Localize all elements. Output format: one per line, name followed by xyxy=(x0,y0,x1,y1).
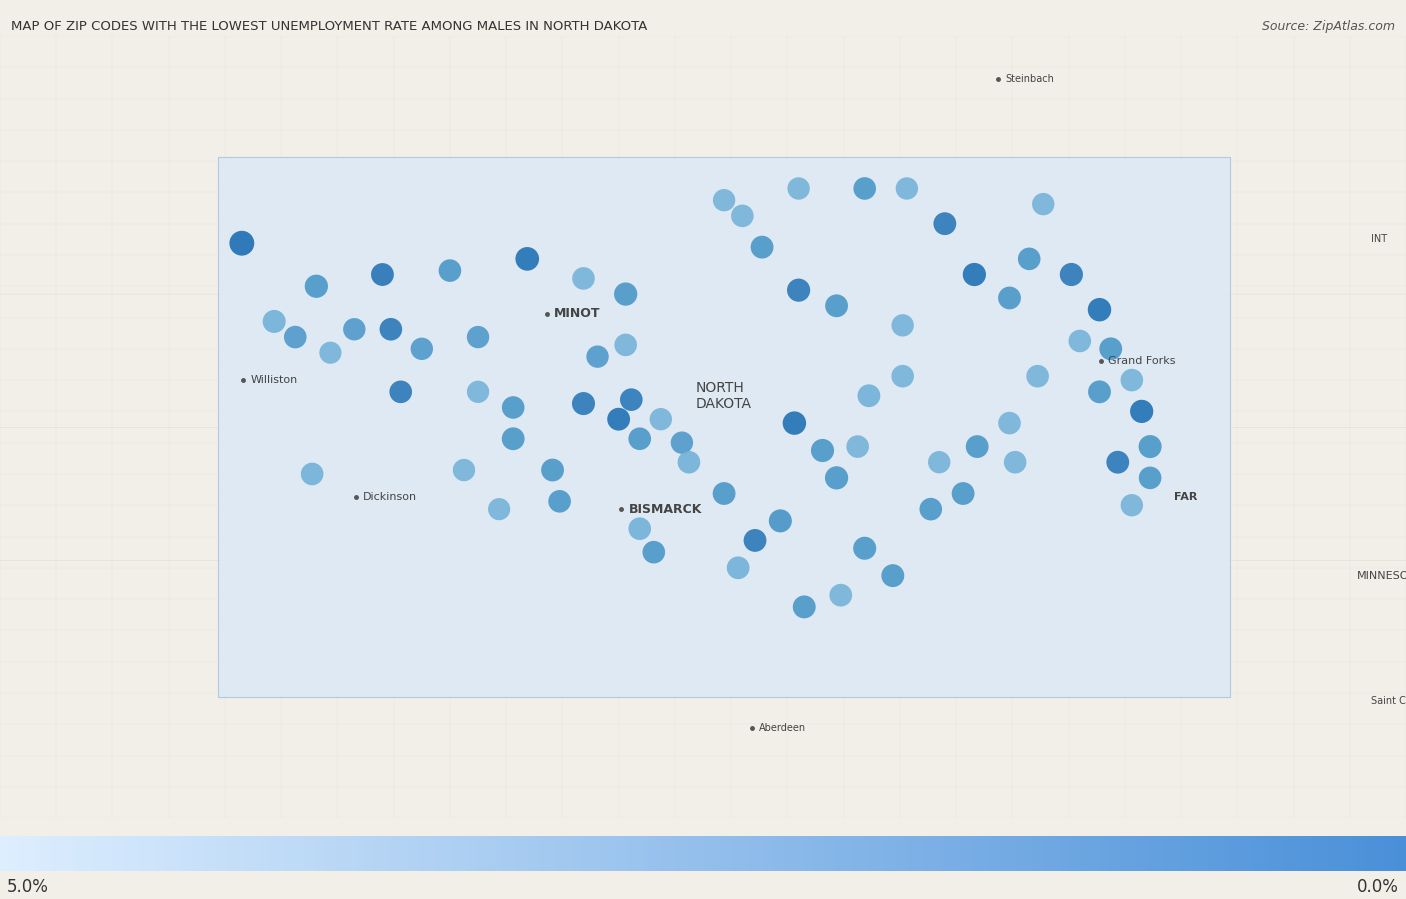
Point xyxy=(614,287,637,301)
Point xyxy=(825,298,848,313)
Point xyxy=(586,350,609,364)
Point xyxy=(966,440,988,454)
Point xyxy=(858,388,880,403)
Point xyxy=(1018,252,1040,266)
Point xyxy=(572,396,595,411)
Point xyxy=(467,330,489,344)
Point xyxy=(952,486,974,501)
Point xyxy=(1032,197,1054,211)
Point xyxy=(548,494,571,509)
Text: Dickinson: Dickinson xyxy=(363,493,416,503)
Text: Aberdeen: Aberdeen xyxy=(759,723,807,734)
Polygon shape xyxy=(218,157,1230,697)
Point xyxy=(731,209,754,223)
Point xyxy=(607,412,630,426)
Point xyxy=(305,279,328,293)
Point xyxy=(744,533,766,547)
Point xyxy=(891,369,914,383)
Text: Steinbach: Steinbach xyxy=(1005,74,1054,84)
Point xyxy=(1121,373,1143,387)
Point xyxy=(620,393,643,407)
Point xyxy=(1088,302,1111,317)
Point xyxy=(727,561,749,575)
Point xyxy=(467,385,489,399)
Point xyxy=(678,455,700,469)
Point xyxy=(769,513,792,528)
Point xyxy=(934,217,956,231)
Text: Grand Forks: Grand Forks xyxy=(1108,355,1175,366)
Point xyxy=(1139,471,1161,485)
Point xyxy=(1130,405,1153,419)
Point xyxy=(1121,498,1143,512)
Text: MINNESOTA: MINNESOTA xyxy=(1357,571,1406,581)
Point xyxy=(453,463,475,477)
Point xyxy=(830,588,852,602)
Point xyxy=(825,471,848,485)
Text: 5.0%: 5.0% xyxy=(7,877,49,895)
Point xyxy=(1004,455,1026,469)
Point xyxy=(643,545,665,559)
Point xyxy=(502,432,524,446)
Text: INT: INT xyxy=(1371,235,1386,245)
Point xyxy=(1139,440,1161,454)
Point xyxy=(411,342,433,356)
Point xyxy=(1069,334,1091,348)
Point xyxy=(1088,385,1111,399)
Point xyxy=(541,463,564,477)
Point xyxy=(793,600,815,614)
Point xyxy=(998,290,1021,305)
Point xyxy=(1060,267,1083,281)
Point xyxy=(713,193,735,208)
Point xyxy=(301,467,323,481)
Point xyxy=(853,182,876,196)
Point xyxy=(380,322,402,336)
Point xyxy=(488,502,510,516)
Text: MINOT: MINOT xyxy=(554,307,600,320)
Point xyxy=(928,455,950,469)
Point xyxy=(920,502,942,516)
Point xyxy=(628,432,651,446)
Point xyxy=(343,322,366,336)
Text: 0.0%: 0.0% xyxy=(1357,877,1399,895)
Text: FAR: FAR xyxy=(1174,493,1198,503)
Text: MAP OF ZIP CODES WITH THE LOWEST UNEMPLOYMENT RATE AMONG MALES IN NORTH DAKOTA: MAP OF ZIP CODES WITH THE LOWEST UNEMPLO… xyxy=(11,20,648,32)
Point xyxy=(963,267,986,281)
Point xyxy=(516,252,538,266)
Point xyxy=(846,440,869,454)
Text: Saint Cloud: Saint Cloud xyxy=(1371,696,1406,706)
Point xyxy=(787,283,810,298)
Point xyxy=(1026,369,1049,383)
Point xyxy=(671,435,693,450)
Point xyxy=(998,416,1021,431)
Point xyxy=(896,182,918,196)
Point xyxy=(628,521,651,536)
Point xyxy=(713,486,735,501)
Text: BISMARCK: BISMARCK xyxy=(628,503,702,516)
Point xyxy=(502,400,524,414)
Point xyxy=(787,182,810,196)
Point xyxy=(650,412,672,426)
Text: Source: ZipAtlas.com: Source: ZipAtlas.com xyxy=(1261,20,1395,32)
Point xyxy=(853,541,876,556)
Point xyxy=(263,315,285,329)
Text: Williston: Williston xyxy=(250,375,298,385)
Point xyxy=(572,271,595,286)
Point xyxy=(811,443,834,458)
Point xyxy=(1099,342,1122,356)
Point xyxy=(389,385,412,399)
Point xyxy=(319,345,342,360)
Point xyxy=(891,318,914,333)
Point xyxy=(231,236,253,251)
Point xyxy=(882,568,904,583)
Point xyxy=(439,263,461,278)
Point xyxy=(783,416,806,431)
Point xyxy=(614,338,637,352)
Point xyxy=(1107,455,1129,469)
Point xyxy=(284,330,307,344)
Point xyxy=(751,240,773,254)
Text: NORTH
DAKOTA: NORTH DAKOTA xyxy=(696,380,752,411)
Point xyxy=(371,267,394,281)
